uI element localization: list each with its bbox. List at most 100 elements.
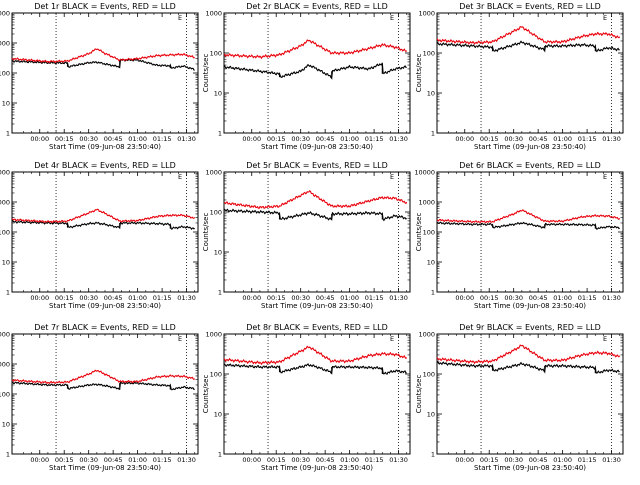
x-axis-label: Start Time (09-Jun-08 23:50:40) — [261, 302, 373, 310]
x-tick-label: 01:15 — [153, 294, 172, 302]
panel-det-3: Det 3r BLACK = Events, RED = LLD 1 10 100 10… — [415, 2, 624, 151]
lld-series-line — [11, 369, 196, 385]
y-tick-label: 1000 — [418, 10, 435, 18]
plot-frame — [11, 171, 199, 293]
x-tick-label: 00:15 — [55, 456, 74, 464]
corner-marker: E — [603, 335, 607, 343]
x-tick-label: 00:30 — [504, 135, 523, 143]
panel-det-1: Det 1r BLACK = Events, RED = LLD 1 10 100 10… — [0, 2, 199, 151]
panel-title: Det 5r BLACK = Events, RED = LLD — [246, 161, 388, 170]
x-tick-label: 00:00 — [455, 135, 474, 143]
x-tick-label: 01:15 — [365, 456, 384, 464]
events-series-line — [11, 381, 195, 391]
events-series-line — [223, 62, 407, 80]
x-tick-label: 01:30 — [389, 294, 408, 302]
events-series-line — [436, 40, 620, 53]
panel-title: Det 1r BLACK = Events, RED = LLD — [34, 2, 176, 11]
x-tick-label: 00:45 — [529, 294, 548, 302]
x-tick-label: 01:15 — [153, 456, 172, 464]
lld-series-line — [223, 345, 408, 366]
y-tick-label: 10000 — [0, 10, 10, 18]
y-axis-label: Counts/sec — [415, 54, 423, 93]
x-tick-label: 00:00 — [455, 294, 474, 302]
plot-frame — [436, 12, 624, 134]
y-tick-label: 100 — [210, 209, 222, 217]
y-tick-label: 1 — [431, 130, 435, 138]
x-tick-label: 00:30 — [504, 294, 523, 302]
x-axis-label: Start Time (09-Jun-08 23:50:40) — [474, 464, 586, 472]
panel-title: Det 6r BLACK = Events, RED = LLD — [459, 161, 601, 170]
x-axis-label: Start Time (09-Jun-08 23:50:40) — [49, 464, 161, 472]
corner-marker: E — [390, 335, 394, 343]
y-tick-label: 1000 — [0, 40, 10, 48]
x-axis-label: Start Time (09-Jun-08 23:50:40) — [49, 143, 161, 151]
y-tick-label: 1 — [6, 130, 10, 138]
y-tick-label: 1000 — [205, 10, 222, 18]
x-tick-label: 00:45 — [104, 135, 123, 143]
y-tick-label: 10 — [427, 90, 435, 98]
x-tick-label: 00:15 — [267, 456, 286, 464]
y-tick-label: 100 — [423, 371, 435, 379]
x-tick-label: 00:15 — [267, 294, 286, 302]
events-series-line — [11, 219, 195, 230]
y-tick-label: 1000 — [418, 199, 435, 207]
x-tick-label: 00:45 — [316, 294, 335, 302]
x-tick-label: 00:45 — [316, 135, 335, 143]
x-axis-label: Start Time (09-Jun-08 23:50:40) — [474, 143, 586, 151]
lld-series-line — [11, 48, 196, 64]
y-axis-label: Counts/sec — [202, 375, 210, 414]
panel-det-8: Det 8r BLACK = Events, RED = LLD 1 10 100 10… — [202, 323, 411, 472]
y-tick-label: 1 — [6, 289, 10, 297]
x-tick-label: 01:00 — [553, 456, 572, 464]
y-tick-label: 10 — [214, 249, 222, 257]
y-tick-label: 100 — [423, 50, 435, 58]
y-tick-label: 1 — [431, 451, 435, 459]
panel-det-7: Det 7r BLACK = Events, RED = LLD 1 10 100 10… — [0, 323, 199, 472]
x-tick-label: 01:30 — [389, 135, 408, 143]
y-tick-label: 100 — [0, 391, 10, 399]
plot-frame — [11, 12, 199, 134]
corner-marker: E — [603, 14, 607, 22]
x-tick-label: 00:30 — [79, 456, 98, 464]
x-tick-label: 01:30 — [177, 135, 196, 143]
events-series-line — [223, 208, 408, 222]
corner-marker: E — [390, 173, 394, 181]
y-tick-label: 1000 — [205, 331, 222, 339]
x-tick-label: 00:15 — [480, 456, 499, 464]
y-tick-label: 10 — [2, 421, 10, 429]
panel-det-4: Det 4r BLACK = Events, RED = LLD 1 10 100 10… — [0, 161, 199, 310]
y-tick-label: 10000 — [414, 169, 435, 177]
lld-series-line — [436, 25, 621, 45]
y-tick-label: 10 — [214, 90, 222, 98]
y-tick-label: 1000 — [205, 169, 222, 177]
x-axis-label: Start Time (09-Jun-08 23:50:40) — [261, 143, 373, 151]
y-tick-label: 10 — [2, 100, 10, 108]
y-axis-label: Counts/sec — [202, 54, 210, 93]
x-tick-label: 01:00 — [553, 135, 572, 143]
y-tick-label: 10 — [214, 411, 222, 419]
panel-title: Det 3r BLACK = Events, RED = LLD — [459, 2, 601, 11]
x-tick-label: 00:00 — [242, 294, 261, 302]
x-tick-label: 00:00 — [30, 135, 49, 143]
x-tick-label: 00:00 — [30, 456, 49, 464]
corner-marker: E — [178, 14, 182, 22]
events-series-line — [11, 58, 195, 71]
corner-marker: E — [390, 14, 394, 22]
x-axis-label: Start Time (09-Jun-08 23:50:40) — [49, 302, 161, 310]
x-axis-label: Start Time (09-Jun-08 23:50:40) — [474, 302, 586, 310]
y-axis-label: Counts/sec — [202, 213, 210, 252]
lld-series-line — [223, 39, 408, 60]
x-tick-label: 01:15 — [578, 135, 597, 143]
corner-marker: E — [178, 335, 182, 343]
x-tick-label: 01:00 — [340, 456, 359, 464]
y-tick-label: 1 — [218, 451, 222, 459]
plot-frame — [223, 171, 411, 293]
x-tick-label: 00:30 — [291, 456, 310, 464]
y-tick-label: 1000 — [0, 361, 10, 369]
plot-frame — [436, 171, 624, 293]
x-tick-label: 00:30 — [79, 294, 98, 302]
events-series-line — [223, 363, 407, 375]
x-tick-label: 01:00 — [128, 294, 147, 302]
x-tick-label: 00:30 — [291, 294, 310, 302]
